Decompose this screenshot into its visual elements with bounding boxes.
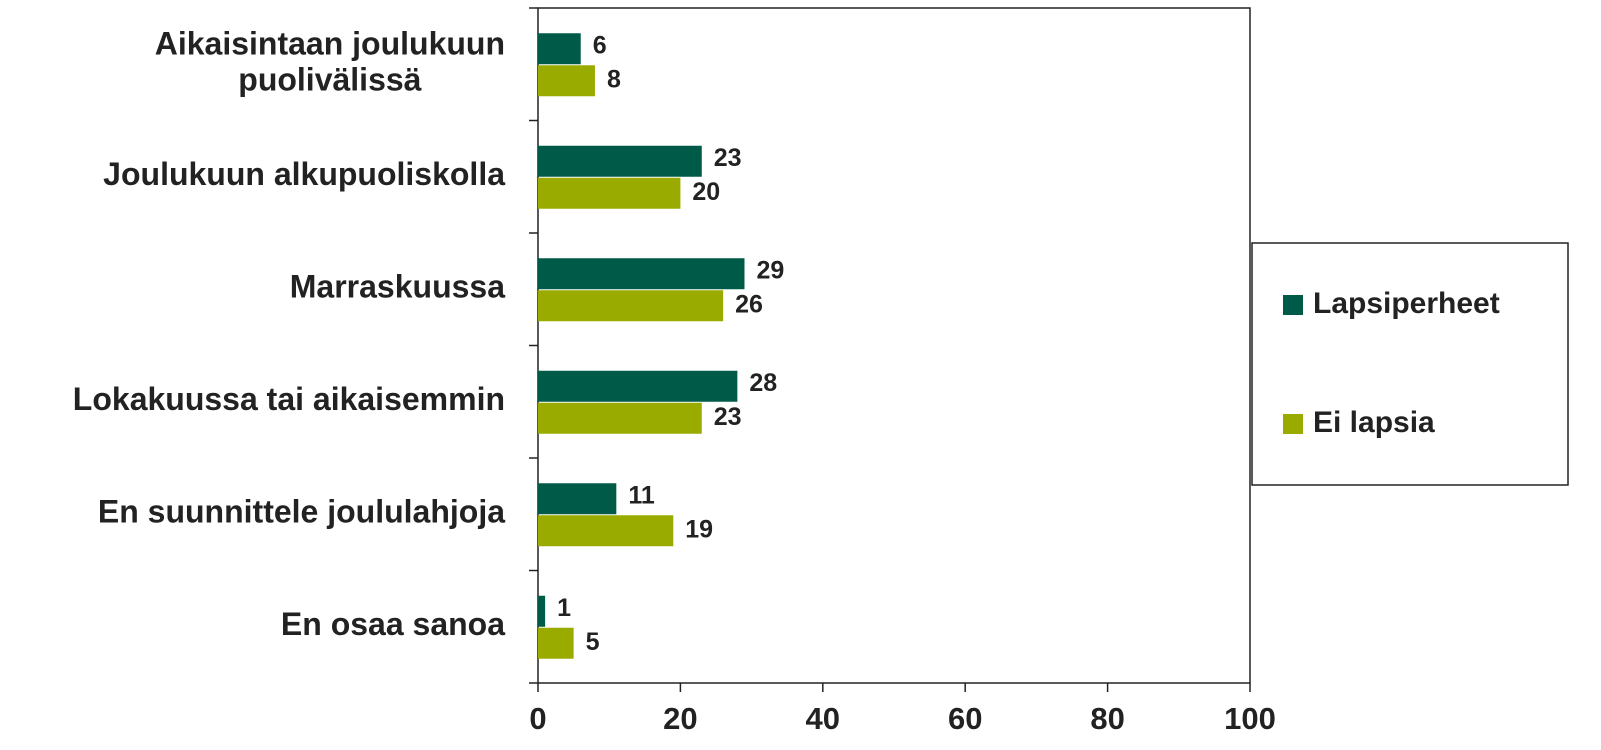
x-tick-label: 20 [663,701,697,736]
bar [538,33,581,65]
bar [538,595,546,627]
value-label: 20 [692,178,720,206]
category-label: En suunnittele joululahjoja [98,494,505,530]
category-label: Joulukuun alkupuoliskolla [103,156,505,192]
x-tick-label: 0 [529,701,546,736]
x-tick-label: 60 [948,701,982,736]
x-tick-label: 80 [1090,701,1124,736]
value-label: 28 [749,369,777,397]
category-label: Aikaisintaan joulukuun puolivälissä [155,26,505,98]
x-tick-label: 40 [806,701,840,736]
bar [538,402,702,434]
bar [538,65,595,97]
x-tick-label: 100 [1224,701,1276,736]
bar [538,258,745,290]
category-label: Lokakuussa tai aikaisemmin [73,381,505,417]
value-label: 23 [714,144,742,172]
value-label: 11 [628,481,655,509]
plot-area [537,7,1251,684]
bar [538,290,724,322]
value-label: 29 [756,256,784,284]
category-label: Marraskuussa [290,269,505,305]
value-label: 8 [607,65,621,93]
value-label: 26 [735,290,763,318]
legend-swatch [1283,414,1303,434]
bar [538,370,738,402]
legend-label: Lapsiperheet [1313,287,1500,320]
bar [538,515,674,547]
bar [538,177,681,209]
value-label: 5 [586,628,600,656]
value-label: 1 [557,594,571,622]
legend-swatch [1283,295,1303,315]
value-label: 23 [714,403,742,431]
bar [538,145,702,177]
legend-box [1251,242,1569,486]
value-label: 19 [685,515,713,543]
category-label: En osaa sanoa [281,606,505,642]
bar [538,627,574,659]
legend-label: Ei lapsia [1313,406,1435,439]
value-label: 6 [593,31,607,59]
bar [538,483,617,515]
